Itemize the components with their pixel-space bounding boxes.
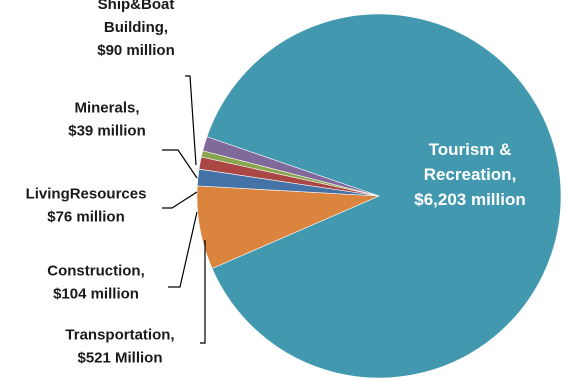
pie-slice-ship-boat-building xyxy=(202,136,380,197)
slice-label-line: $76 million xyxy=(47,209,125,226)
leader-line-minerals xyxy=(162,149,198,179)
slice-labels: Tourism & Recreation, $6,203 million Transp… xyxy=(26,0,526,367)
slice-label-line: Transportation, xyxy=(65,327,174,344)
slice-label-line: Ship&Boat xyxy=(98,0,175,13)
slice-label-line: $6,203 million xyxy=(414,190,526,209)
pie-slices xyxy=(196,13,562,379)
slice-label-line: $104 million xyxy=(53,286,139,303)
slice-label-line: Recreation, xyxy=(424,165,517,184)
slice-label-transportation: Transportation, $521 Million xyxy=(65,327,174,367)
slice-label-line: Building, xyxy=(104,19,168,36)
pie-slice-tourism-recreation xyxy=(206,13,562,379)
leader-line-living-resources xyxy=(162,191,198,209)
slice-label-living-resources: LivingResources $76 million xyxy=(26,186,147,226)
leader-lines xyxy=(162,75,206,344)
slice-label-minerals: Minerals, $39 million xyxy=(68,100,146,140)
slice-label-ship-boat-building: Ship&Boat Building, $90 million xyxy=(97,0,175,59)
leader-line-transportation xyxy=(200,240,206,344)
leader-line-ship-boat-building xyxy=(185,75,197,166)
slice-label-line: $90 million xyxy=(97,42,175,59)
slice-label-line: $39 million xyxy=(68,123,146,140)
slice-label-line: $521 Million xyxy=(77,350,162,367)
slice-label-line: Minerals, xyxy=(74,100,139,117)
slice-label-construction: Construction, $104 million xyxy=(47,263,145,303)
slice-label-line: Tourism & xyxy=(429,140,512,159)
leader-line-construction xyxy=(168,211,198,288)
slice-label-line: Construction, xyxy=(47,263,145,280)
slice-label-tourism-recreation: Tourism & Recreation, $6,203 million xyxy=(414,140,526,209)
slice-label-line: LivingResources xyxy=(26,186,147,203)
